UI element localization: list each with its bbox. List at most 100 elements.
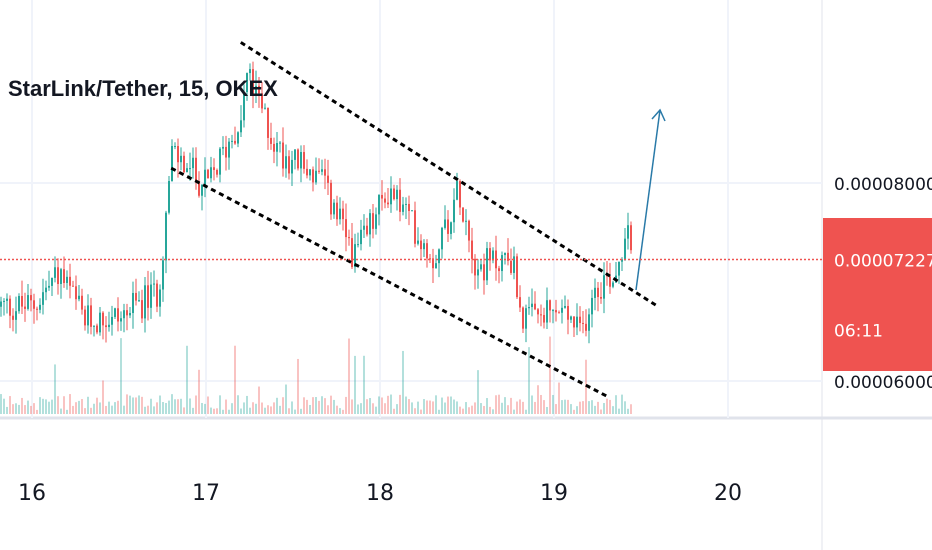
candle-body bbox=[411, 210, 413, 212]
volume-bar bbox=[558, 382, 560, 414]
volume-bar bbox=[492, 409, 494, 414]
candle-body bbox=[381, 194, 383, 199]
candle-body bbox=[0, 301, 2, 307]
volume-bar bbox=[207, 396, 209, 414]
candle-body bbox=[255, 85, 257, 96]
volume-bar bbox=[225, 399, 227, 414]
date-axis-label: 17 bbox=[192, 481, 220, 506]
volume-bar bbox=[123, 405, 125, 414]
date-axis-label: 16 bbox=[18, 481, 46, 506]
candle-body bbox=[285, 156, 287, 169]
candle-body bbox=[177, 146, 179, 163]
candle-body bbox=[465, 220, 467, 222]
volume-bar bbox=[285, 384, 287, 414]
candle-body bbox=[183, 155, 185, 173]
volume-bar bbox=[516, 401, 518, 414]
candle-body bbox=[114, 308, 116, 317]
candle-body bbox=[99, 312, 101, 333]
volume-bar bbox=[600, 409, 602, 414]
volume-bar bbox=[3, 398, 5, 414]
candle-body bbox=[291, 159, 293, 174]
volume-bar bbox=[612, 406, 614, 414]
volume-bar bbox=[9, 396, 11, 414]
drawings bbox=[0, 41, 822, 398]
volume-bar bbox=[87, 396, 89, 414]
volume-bar bbox=[588, 401, 590, 414]
volume-bar bbox=[234, 345, 236, 414]
candle-body bbox=[69, 276, 71, 286]
date-axis-label: 18 bbox=[366, 481, 394, 506]
volume-bars bbox=[0, 336, 632, 414]
volume-bar bbox=[201, 402, 203, 414]
candle-body bbox=[387, 202, 389, 205]
grid bbox=[0, 0, 822, 418]
volume-bar bbox=[30, 405, 32, 414]
candle-body bbox=[564, 305, 566, 308]
volume-bar bbox=[429, 400, 431, 414]
volume-bar bbox=[522, 401, 524, 414]
volume-bar bbox=[228, 409, 230, 414]
candle-body bbox=[390, 188, 392, 205]
candle-body bbox=[444, 219, 446, 228]
candle-body bbox=[126, 310, 128, 316]
volume-bar bbox=[366, 399, 368, 414]
candle-body bbox=[378, 194, 380, 215]
candle-body bbox=[513, 256, 515, 273]
volume-bar bbox=[168, 400, 170, 414]
candle-body bbox=[24, 306, 26, 309]
volume-bar bbox=[507, 405, 509, 414]
price-tag-countdown: 06:11 bbox=[834, 321, 883, 341]
volume-bar bbox=[63, 396, 65, 414]
candle-body bbox=[258, 85, 260, 94]
volume-bar bbox=[540, 394, 542, 414]
candle-body bbox=[159, 289, 161, 307]
candle-body bbox=[51, 277, 53, 286]
candle-body bbox=[336, 202, 338, 220]
candle-body bbox=[186, 168, 188, 173]
candle-body bbox=[225, 146, 227, 158]
volume-bar bbox=[246, 395, 248, 414]
volume-bar bbox=[483, 405, 485, 414]
candle-body bbox=[603, 275, 605, 299]
volume-bar bbox=[147, 405, 149, 414]
volume-bar bbox=[528, 347, 530, 414]
volume-bar bbox=[330, 395, 332, 414]
volume-bar bbox=[495, 395, 497, 414]
volume-bar bbox=[315, 397, 317, 414]
candle-body bbox=[447, 219, 449, 234]
candle-body bbox=[282, 142, 284, 169]
volume-bar bbox=[399, 394, 401, 414]
volume-bar bbox=[69, 394, 71, 414]
candle-body bbox=[453, 199, 455, 223]
candle-body bbox=[510, 260, 512, 273]
candle-body bbox=[552, 310, 554, 312]
candle-body bbox=[480, 264, 482, 270]
candle-body bbox=[318, 170, 320, 172]
candle-body bbox=[294, 149, 296, 160]
volume-bar bbox=[555, 404, 557, 414]
candle-body bbox=[393, 188, 395, 200]
candle-body bbox=[135, 292, 137, 301]
candle-body bbox=[357, 244, 359, 246]
volume-bar bbox=[531, 395, 533, 414]
volume-bar bbox=[18, 404, 20, 414]
candle-body bbox=[300, 152, 302, 169]
candle-body bbox=[471, 240, 473, 259]
candle-body bbox=[420, 240, 422, 250]
candle-body bbox=[168, 181, 170, 213]
volume-bar bbox=[60, 408, 62, 414]
candle-body bbox=[597, 287, 599, 298]
candle-body bbox=[192, 157, 194, 169]
volume-bar bbox=[327, 405, 329, 414]
candle-body bbox=[66, 276, 68, 283]
candle-body bbox=[405, 203, 407, 205]
volume-bar bbox=[24, 405, 26, 414]
candle-body bbox=[384, 198, 386, 203]
volume-bar bbox=[243, 402, 245, 414]
volume-bar bbox=[519, 399, 521, 414]
volume-bar bbox=[438, 409, 440, 414]
volume-bar bbox=[222, 409, 224, 414]
